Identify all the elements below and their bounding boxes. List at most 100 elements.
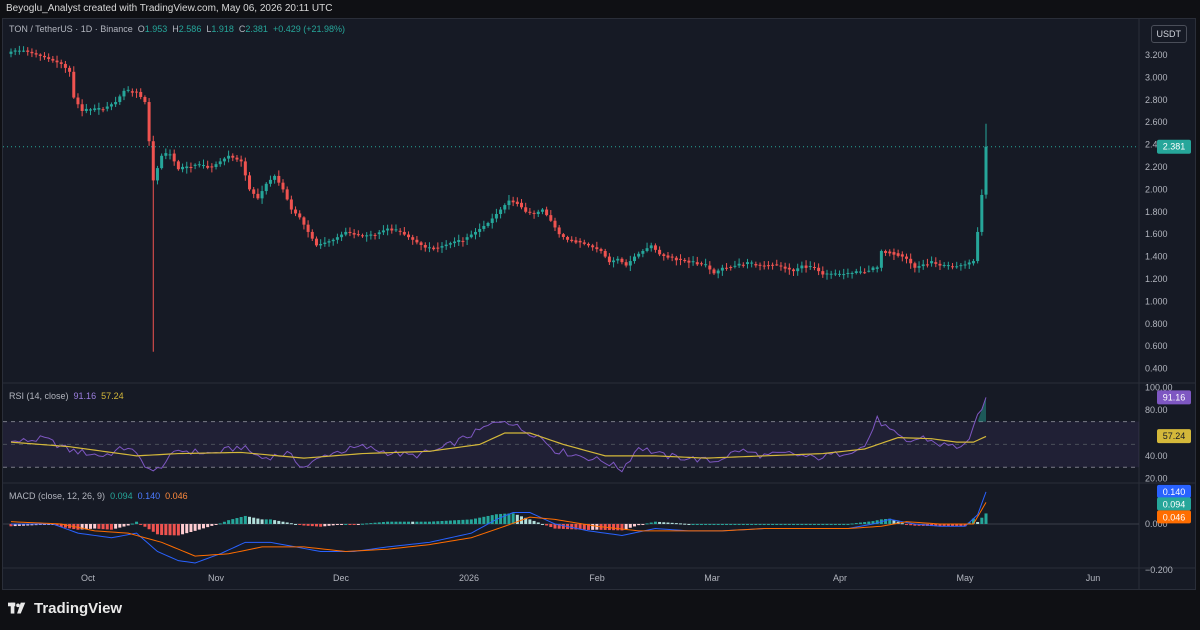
macd-histogram-bar [971, 518, 975, 524]
macd-histogram-bar [285, 522, 289, 524]
candle-body [854, 271, 858, 273]
tradingview-logo[interactable]: TradingView [8, 600, 122, 617]
macd-histogram-bar [863, 522, 867, 524]
macd-histogram-bar [402, 521, 406, 524]
candle-body [281, 182, 285, 190]
candle-body [264, 183, 268, 192]
macd-histogram-bar [955, 523, 959, 527]
macd-value-badge [1157, 497, 1191, 511]
candle-body [13, 50, 17, 52]
chart-panel[interactable]: 3.200 3.000 2.800 2.600 2.400 2.200 2.000 1.800… [2, 18, 1196, 590]
macd-histogram-bar [26, 523, 30, 526]
macd-histogram-bar [846, 523, 850, 525]
price-tick-label: 0.600 [1145, 341, 1168, 351]
macd-histogram-bar [741, 523, 745, 525]
candle-body [122, 90, 126, 97]
macd-histogram-bar [708, 523, 712, 525]
macd-histogram-bar [787, 523, 791, 525]
rsi-label: RSI (14, close) [9, 391, 69, 401]
candle-body [762, 265, 766, 267]
macd-histogram-bar [871, 521, 875, 524]
macd-histogram-bar [792, 523, 796, 525]
chart-svg[interactable]: 3.200 3.000 2.800 2.600 2.400 2.200 2.000 1.800… [3, 19, 1195, 589]
candle-body [235, 157, 239, 160]
rsi-tick-label: 80.00 [1145, 405, 1168, 415]
price-tick-label: 1.800 [1145, 207, 1168, 217]
macd-histogram-bar [164, 523, 168, 536]
candle-body [490, 218, 494, 223]
macd-value-badge [1157, 484, 1191, 498]
candle-body [210, 166, 214, 168]
candle-body [645, 248, 649, 251]
candle-body [440, 246, 444, 248]
candle-body [335, 237, 339, 240]
macd-histogram-bar [620, 523, 624, 531]
macd-histogram-bar [892, 520, 896, 524]
macd-histogram-bar [423, 521, 427, 524]
candle-body [185, 166, 189, 169]
macd-histogram-bar [900, 523, 904, 525]
macd-histogram-bar [591, 523, 595, 530]
candle-body [783, 266, 787, 269]
macd-histogram-bar [432, 521, 436, 524]
macd-histogram-bar [93, 523, 97, 529]
time-axis-label: May [956, 573, 974, 583]
macd-histogram-bar [649, 522, 653, 524]
candle-body [674, 257, 678, 261]
macd-histogram-bar [122, 523, 126, 527]
macd-histogram-bar [314, 523, 318, 527]
macd-histogram-bar [766, 523, 770, 525]
price-tick-label: 2.200 [1145, 162, 1168, 172]
macd-histogram-bar [771, 523, 775, 525]
macd-histogram-bar [486, 515, 490, 524]
candle-body [653, 245, 657, 250]
macd-histogram-bar [277, 520, 281, 524]
symbol-legend: TON / TetherUS · 1D · Binance O1.953 H2.… [9, 24, 345, 34]
candle-body [164, 153, 168, 156]
candle-body [93, 108, 97, 111]
candle-body [846, 272, 850, 274]
candle-body [457, 240, 461, 243]
price-tick-label: 1.400 [1145, 252, 1168, 262]
rsi-tick-label: 40.00 [1145, 451, 1168, 461]
candle-body [427, 247, 431, 249]
rsi-overbought-fill [977, 397, 986, 422]
candle-body [528, 211, 532, 213]
candle-body [453, 241, 457, 244]
candle-body [524, 207, 528, 212]
candle-body [507, 200, 511, 206]
macd-histogram-bar [473, 518, 477, 524]
candle-body [955, 266, 959, 268]
high-value: 2.586 [178, 24, 202, 34]
candle-body [963, 264, 967, 266]
macd-histogram-bar [578, 523, 582, 530]
macd-histogram-bar [716, 523, 720, 525]
candle-body [327, 241, 331, 243]
macd-histogram-bar [867, 521, 871, 524]
macd-histogram-bar [185, 523, 189, 534]
candle-body [775, 264, 779, 266]
candle-body [900, 254, 904, 257]
currency-button[interactable]: USDT [1150, 25, 1187, 43]
macd-histogram-bar [679, 523, 683, 525]
candle-body [896, 253, 900, 256]
candle-body [256, 193, 260, 199]
macd-histogram-bar [143, 523, 147, 527]
candle-body [842, 274, 846, 276]
macd-histogram-bar [913, 523, 917, 526]
macd-histogram-bar [833, 523, 837, 525]
time-axis-label: Oct [81, 573, 96, 583]
macd-histogram-bar [155, 523, 159, 535]
rsi-line [10, 397, 987, 473]
high-label: H [172, 24, 179, 34]
candle-body [444, 244, 448, 247]
macd-histogram-bar [875, 520, 879, 524]
macd-signal-legend: 0.046 [165, 491, 188, 501]
macd-histogram-bar [670, 522, 674, 524]
candle-body [578, 240, 582, 243]
macd-histogram-bar [252, 517, 256, 524]
candle-body [520, 202, 524, 208]
macd-histogram-bar [386, 521, 390, 524]
macd-histogram-bar [691, 523, 695, 525]
macd-histogram-bar [980, 517, 984, 524]
